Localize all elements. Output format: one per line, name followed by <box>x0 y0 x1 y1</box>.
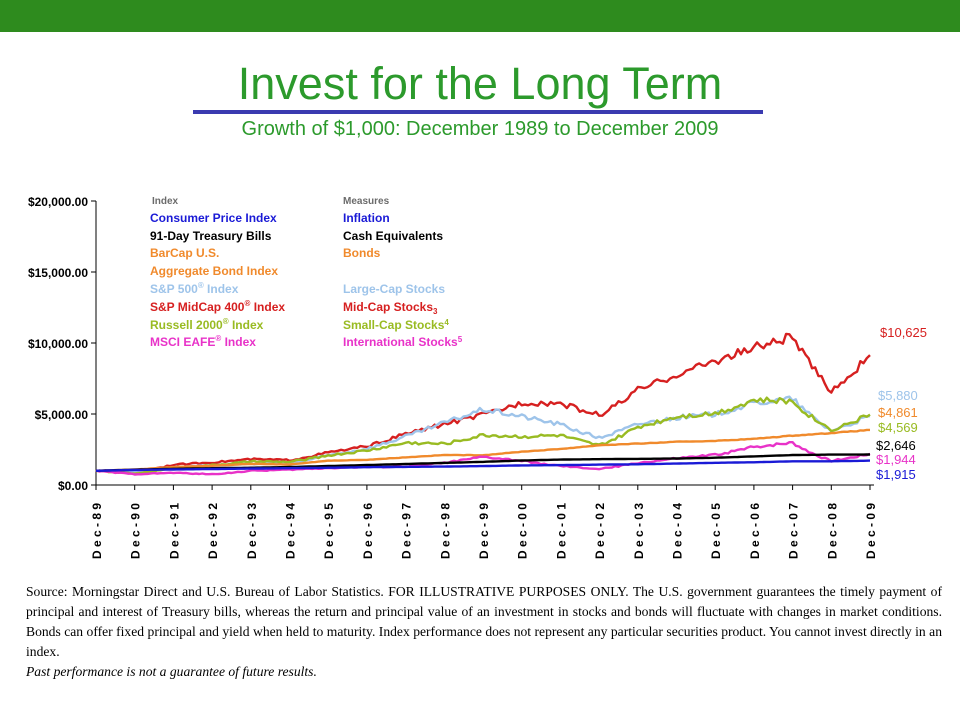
x-tick-label: D e c - 9 8 <box>438 503 452 559</box>
x-tick-label: D e c - 9 9 <box>477 503 491 559</box>
y-axis: $0.00 $5,000.00 $10,000.00 $15,000.00 $20,00… <box>28 195 97 493</box>
series-end-label: $4,861 <box>878 405 918 420</box>
x-tick-label: D e c - 9 6 <box>361 503 375 559</box>
x-tick-label: D e c - 0 5 <box>709 503 723 559</box>
series-end-label: $2,646 <box>876 438 916 453</box>
series-line <box>95 459 871 472</box>
x-tick-label: D e c - 8 9 <box>90 503 104 559</box>
x-tick-label: D e c - 9 7 <box>400 503 414 559</box>
series-end-label: $5,880 <box>878 388 918 403</box>
x-tick-label: D e c - 9 1 <box>167 503 181 559</box>
x-tick-label: D e c - 0 4 <box>671 503 685 559</box>
series-line <box>95 428 870 472</box>
end-labels: $1,915 $2,646 $4,861 $5,880 $10,625 $4,569 $1,… <box>876 325 927 482</box>
page-title: Invest for the Long Term <box>237 58 723 109</box>
page-subtitle: Growth of $1,000: December 1989 to Decem… <box>241 118 719 140</box>
x-tick-label: D e c - 0 1 <box>554 503 568 559</box>
legend-header-index: Index <box>152 196 179 207</box>
legend-item-cpi: Consumer Price Index <box>150 211 277 225</box>
legend: Index Measures Consumer Price Index 91-D… <box>150 196 463 349</box>
title-underline <box>193 110 763 114</box>
legend-measure-cash: Cash Equivalents <box>343 229 443 243</box>
legend-measure-inflation: Inflation <box>343 211 390 225</box>
legend-measure-bonds: Bonds <box>343 246 381 260</box>
series-lines <box>95 332 871 476</box>
series-end-label: $1,944 <box>876 452 916 467</box>
x-tick-label: D e c - 9 0 <box>129 503 143 559</box>
x-tick-label: D e c - 9 4 <box>284 503 298 559</box>
legend-item-bond-line1: BarCap U.S. <box>150 246 219 260</box>
y-tick-label: $20,000.00 <box>28 195 88 209</box>
x-tick-label: D e c - 0 7 <box>787 503 801 559</box>
x-tick-label: D e c - 9 2 <box>206 503 220 559</box>
series-end-label: $4,569 <box>878 420 918 435</box>
legend-measure-mid: Mid-Cap Stocks3 <box>343 300 438 316</box>
y-tick-label: $15,000.00 <box>28 266 88 280</box>
legend-measure-large: Large-Cap Stocks <box>343 282 445 296</box>
x-tick-label: D e c - 0 8 <box>825 503 839 559</box>
performance-disclaimer: Past performance is not a guarantee of f… <box>26 664 317 679</box>
legend-measure-intl: International Stocks5 <box>343 335 463 349</box>
legend-item-sp500: S&P 500® Index <box>150 281 239 296</box>
y-tick-label: $5,000.00 <box>35 408 89 422</box>
legend-item-midcap: S&P MidCap 400® Index <box>150 299 285 314</box>
y-tick-label: $0.00 <box>58 479 88 493</box>
x-tick-label: D e c - 0 0 <box>516 503 530 559</box>
x-tick-label: D e c - 0 9 <box>864 503 878 559</box>
x-axis: D e c - 8 9 D e c - 9 0 D e c - 9 1 D e c -… <box>90 484 878 559</box>
legend-item-russell: Russell 2000® Index <box>150 317 264 332</box>
x-tick-label: D e c - 9 3 <box>245 503 259 559</box>
x-tick-label: D e c - 0 6 <box>748 503 762 559</box>
series-line <box>95 441 871 476</box>
x-tick-label: D e c - 9 5 <box>322 503 336 559</box>
legend-measure-small: Small-Cap Stocks4 <box>343 318 449 332</box>
source-text: Source: Morningstar Direct and U.S. Bure… <box>26 584 942 659</box>
series-line <box>95 332 871 473</box>
series-end-label: $1,915 <box>876 467 916 482</box>
top-banner <box>0 0 960 32</box>
x-tick-label: D e c - 0 3 <box>632 503 646 559</box>
legend-item-eafe: MSCI EAFE® Index <box>150 334 256 349</box>
source-footnote: Source: Morningstar Direct and U.S. Bure… <box>26 582 942 682</box>
legend-header-measures: Measures <box>343 196 390 207</box>
legend-item-tbill: 91-Day Treasury Bills <box>150 229 272 243</box>
series-end-label: $10,625 <box>880 325 927 340</box>
y-tick-label: $10,000.00 <box>28 337 88 351</box>
x-tick-label: D e c - 0 2 <box>593 503 607 559</box>
legend-item-bond-line2: Aggregate Bond Index <box>150 264 278 278</box>
growth-line-chart: $0.00 $5,000.00 $10,000.00 $15,000.00 $20,00… <box>28 195 927 559</box>
